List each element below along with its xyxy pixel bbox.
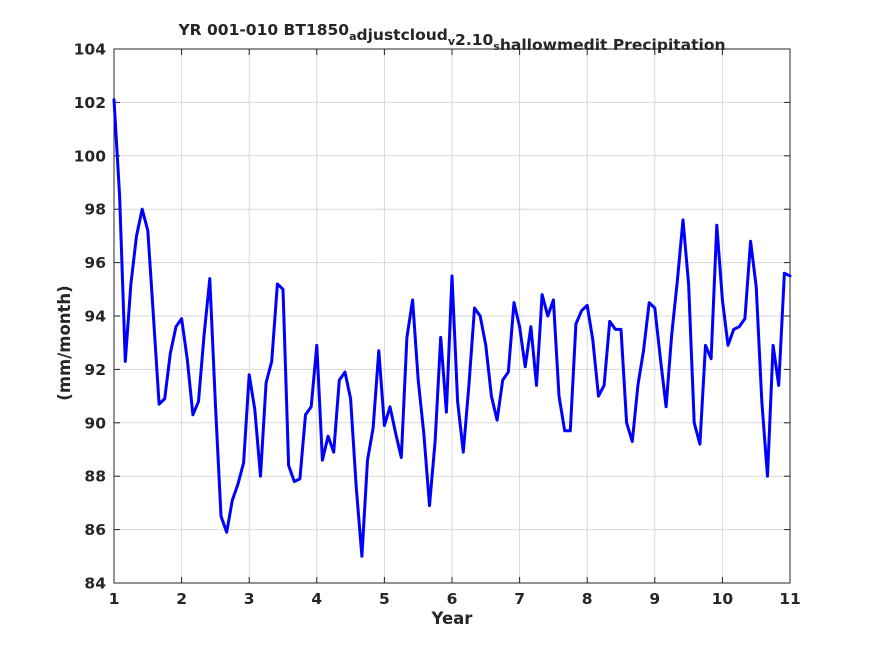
y-tick-label: 102 xyxy=(74,94,106,112)
x-tick-label: 1 xyxy=(109,590,120,608)
title-subscript: v xyxy=(448,35,456,48)
y-tick-labels: 84 86 88 90 92 94 96 98 100 102 104 xyxy=(74,41,107,593)
y-tick-label: 90 xyxy=(84,414,106,432)
x-tick-label: 7 xyxy=(514,590,525,608)
title-segment: 2.10 xyxy=(455,31,493,49)
x-tick-label: 11 xyxy=(779,590,801,608)
title-segment: YR 001-010 BT1850 xyxy=(177,21,349,39)
title-subscript: a xyxy=(349,30,356,43)
y-tick-label: 104 xyxy=(74,41,107,59)
y-tick-label: 86 xyxy=(84,521,106,539)
y-axis-label: (mm/month) xyxy=(55,285,74,400)
x-tick-labels: 1 2 3 4 5 6 7 8 9 10 11 xyxy=(109,590,801,608)
title-segment: djustcloud xyxy=(357,26,448,44)
y-tick-label: 84 xyxy=(84,575,106,593)
x-tick-label: 5 xyxy=(379,590,390,608)
title-subscript: s xyxy=(493,40,500,53)
x-tick-label: 3 xyxy=(244,590,255,608)
x-tick-label: 9 xyxy=(649,590,660,608)
x-tick-label: 6 xyxy=(447,590,458,608)
x-tick-label: 4 xyxy=(311,590,322,608)
x-axis-label: Year xyxy=(431,609,474,628)
y-tick-label: 98 xyxy=(84,201,106,219)
y-tick-label: 92 xyxy=(84,361,106,379)
x-tick-label: 8 xyxy=(582,590,593,608)
title-segment: hallowmedit Precipitation xyxy=(500,36,726,54)
x-tick-label: 10 xyxy=(712,590,734,608)
x-tick-label: 2 xyxy=(176,590,187,608)
y-tick-label: 94 xyxy=(84,308,106,326)
chart-title: YR 001-010 BT1850adjustcloudv2.10shallow… xyxy=(177,21,725,54)
y-tick-label: 88 xyxy=(84,468,106,486)
y-tick-label: 96 xyxy=(84,254,106,272)
y-tick-label: 100 xyxy=(74,147,107,165)
precipitation-series-line xyxy=(112,98,792,558)
